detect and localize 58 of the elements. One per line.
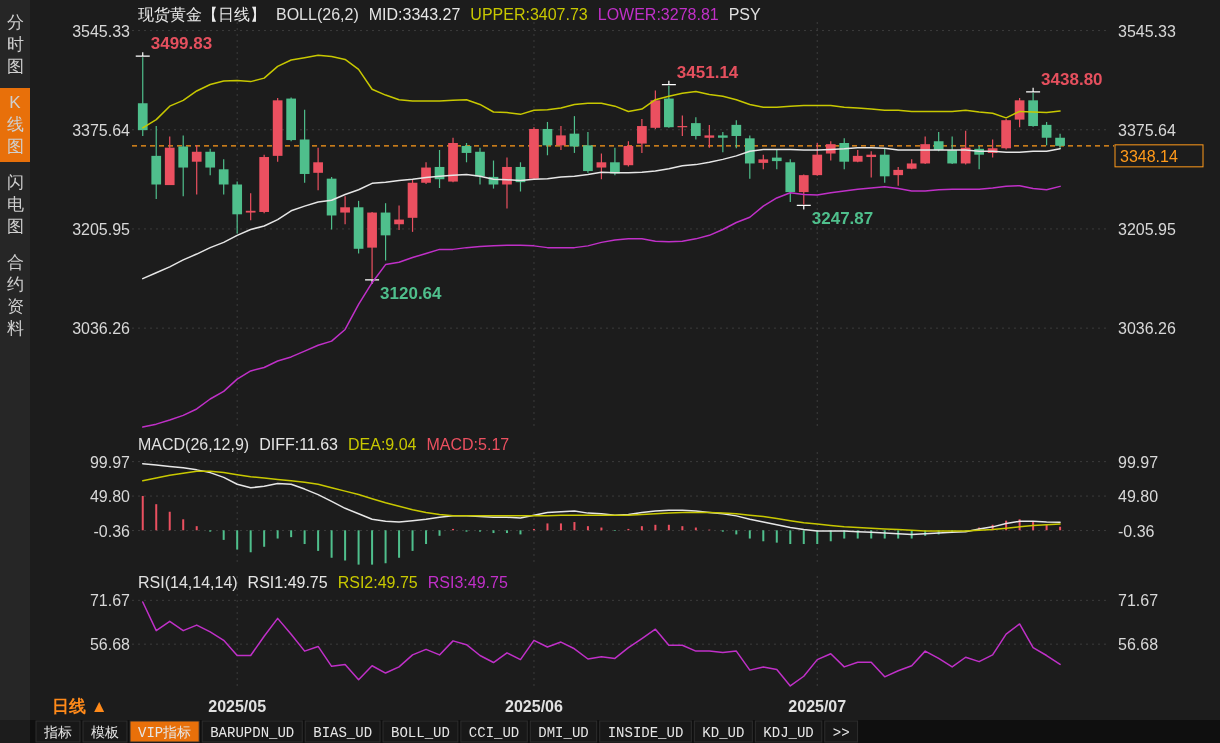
text: KDJ_UD — [763, 725, 814, 741]
text: 指标 — [43, 725, 72, 741]
y-tick-label: -0.36 — [93, 522, 131, 540]
y2-tick-label: 49.80 — [1118, 488, 1159, 506]
text: 模板 — [91, 725, 119, 741]
y2-tick-label: 56.68 — [1118, 636, 1159, 654]
text: 合约资料 — [6, 253, 24, 338]
text: BOLL_UD — [391, 725, 450, 741]
y-tick-label: 3205.95 — [72, 220, 131, 238]
legend-title: RSI(14,14,14) — [138, 574, 238, 591]
text: MACD:5.17 — [426, 436, 510, 453]
y-tick-label: 99.97 — [89, 453, 131, 471]
y2-tick-label: 3545.33 — [1118, 22, 1176, 40]
y-tick-label: 3375.64 — [72, 121, 131, 139]
text: DMI_UD — [538, 725, 589, 741]
y-tick-label: 56.68 — [89, 636, 131, 654]
text: VIP指标 — [138, 725, 192, 741]
y2-tick-label: 71.67 — [1118, 592, 1159, 610]
text: LOWER:3278.81 — [597, 6, 719, 23]
legend-title: BOLL(26,2) — [276, 6, 359, 23]
annotation: 3451.14 — [676, 62, 739, 82]
y-tick-label: 71.67 — [89, 592, 131, 610]
ref-line-label: 3348.14 — [1120, 147, 1178, 165]
chart-title: 现货黄金【日线】 — [138, 6, 266, 23]
legend-title: MACD(26,12,9) — [138, 436, 250, 453]
x-tick-label: 2025/05 — [208, 698, 267, 715]
annotation: PSY — [728, 6, 762, 23]
text: BIAS_UD — [313, 725, 373, 741]
text: KD_UD — [702, 725, 745, 741]
text: UPPER:3407.73 — [470, 6, 588, 23]
text: DIFF:11.63 — [259, 436, 339, 453]
text: BARUPDN_UD — [210, 725, 295, 741]
text: 日线 ▲ — [52, 697, 108, 716]
y2-tick-label: 3375.64 — [1118, 121, 1176, 139]
text: RSI3:49.75 — [427, 574, 508, 591]
y-tick-label: 3545.33 — [72, 22, 131, 40]
annotation: 3247.87 — [811, 209, 874, 229]
annotation: 3120.64 — [380, 283, 443, 303]
text: DEA:9.04 — [348, 436, 417, 453]
text: 闪电图 — [6, 173, 24, 236]
y2-tick-label: 99.97 — [1118, 453, 1159, 471]
legend-label: RSI1:49.75 — [247, 574, 328, 591]
x-tick-label: 2025/07 — [788, 698, 847, 715]
x-tick-label: 2025/06 — [505, 698, 563, 715]
annotation: 3499.83 — [150, 34, 213, 54]
y-tick-label: 49.80 — [89, 488, 131, 506]
text: >> — [832, 725, 850, 741]
y2-tick-label: 3036.26 — [1118, 320, 1176, 338]
text: 分时图 — [6, 13, 24, 76]
text: CCI_UD — [468, 725, 520, 741]
y2-tick-label: 3205.95 — [1118, 220, 1176, 238]
legend-label: RSI2:49.75 — [337, 574, 418, 591]
text: INSIDE_UD — [607, 725, 684, 741]
y2-tick-label: -0.36 — [1118, 522, 1155, 540]
text: MID:3343.27 — [368, 6, 461, 23]
annotation: 3438.80 — [1041, 69, 1103, 89]
y-tick-label: 3036.26 — [72, 320, 131, 338]
text: K线图 — [6, 93, 24, 156]
